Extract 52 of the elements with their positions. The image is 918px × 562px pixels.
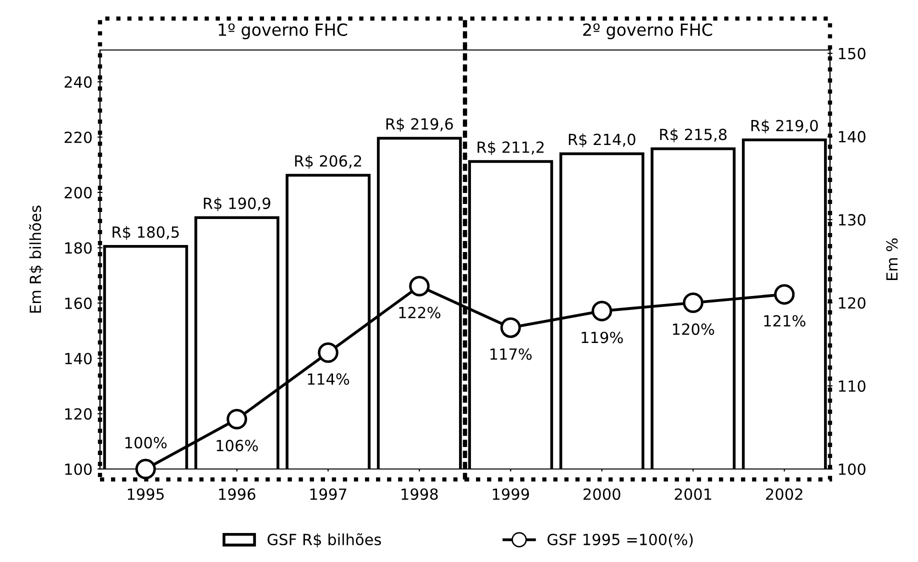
data-label: R$ 215,8 <box>660 128 727 142</box>
y-tick-label: 240 <box>64 76 92 88</box>
data-label: R$ 206,2 <box>295 154 362 169</box>
y-tick-label: 120 <box>65 408 92 420</box>
y-tick-label: 160 <box>65 298 92 310</box>
text: 2º governo FHC <box>583 23 712 40</box>
y2-tick-label: 140 <box>838 130 866 142</box>
x-tick-label: 1995 <box>128 488 164 500</box>
data-label: R$ 211,2 <box>478 141 544 155</box>
y-axis-title: Em R$ bilhões <box>29 206 44 313</box>
x-tick-label: 2001 <box>674 488 712 500</box>
data-label: 100% <box>125 436 167 448</box>
point <box>409 276 430 296</box>
text: 1º governo FHC <box>218 23 348 40</box>
x-tick-label: 1998 <box>402 488 438 500</box>
y-tick-label: 200 <box>64 186 92 198</box>
data-label: 114% <box>308 373 350 385</box>
data-label: R$ 214,0 <box>568 133 636 148</box>
point <box>682 292 704 314</box>
data-label: R$ 180,5 <box>112 226 179 240</box>
data-label: 122% <box>399 306 440 318</box>
data-label: 121% <box>764 315 806 327</box>
y-tick-label: 100 <box>65 463 92 476</box>
point <box>135 458 156 480</box>
y2-tick-label: 130 <box>838 214 866 226</box>
legend-label: GSF 1995 =100(%) <box>548 533 693 548</box>
legend-label: GSF R$ bilhões <box>268 533 381 548</box>
data-label: 119% <box>582 332 623 344</box>
y2-tick-label: 120 <box>838 297 866 309</box>
point <box>318 342 338 363</box>
x-tick-label: 1999 <box>492 488 529 500</box>
point <box>592 300 612 322</box>
y2-tick-label: 100 <box>838 463 866 476</box>
point <box>774 284 795 305</box>
x-tick-label: 1997 <box>310 488 346 500</box>
y2-axis-title: Em % <box>886 238 898 280</box>
point <box>500 317 521 338</box>
data-label: R$ 219,0 <box>751 120 818 134</box>
y-tick-label: 180 <box>65 242 92 254</box>
x-tick-label: 1996 <box>219 488 256 500</box>
y2-tick-label: 150 <box>838 48 866 60</box>
y-tick-label: 220 <box>64 132 92 144</box>
data-label: R$ 219,6 <box>386 118 453 132</box>
y2-tick-label: 110 <box>838 380 866 392</box>
x-tick-label: 2000 <box>584 488 620 500</box>
point <box>226 408 248 430</box>
data-label: R$ 190,9 <box>204 197 270 212</box>
y-tick-label: 140 <box>65 352 92 364</box>
data-label: 120% <box>672 323 714 335</box>
x-tick-label: 2002 <box>766 488 802 500</box>
data-label: 106% <box>216 440 258 452</box>
data-label: 117% <box>490 348 532 360</box>
